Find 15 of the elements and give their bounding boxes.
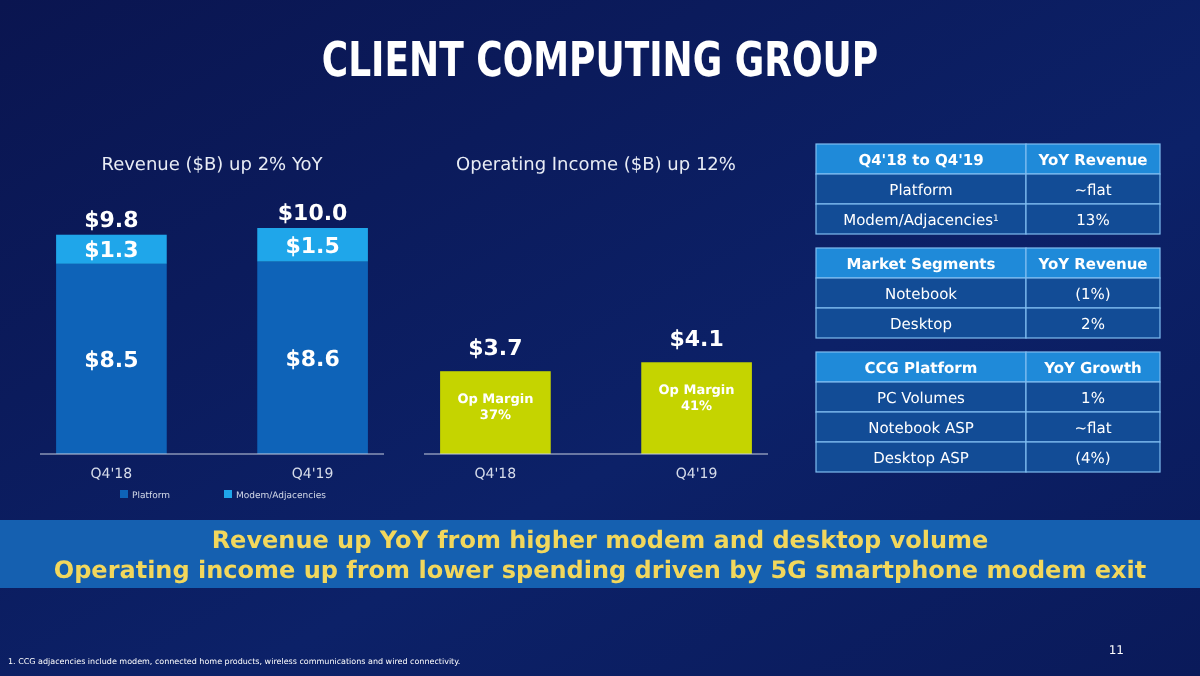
data-label: $4.1 <box>669 326 724 353</box>
bar <box>257 261 368 454</box>
chart-title: Revenue ($B) up 2% YoY <box>101 156 324 176</box>
text: Operating income up from lower spending driven by 5G smartphone modem exit <box>53 556 1147 584</box>
chart-title: Operating Income ($B) up 12% <box>456 156 737 176</box>
data-label: $8.6 <box>285 345 341 372</box>
total-label: $10.0 <box>277 200 349 226</box>
data-label: $1.3 <box>84 237 139 264</box>
data-label: $8.5 <box>84 346 139 373</box>
text: Revenue up YoY from higher modem and desktop volume <box>211 526 989 554</box>
data-label: $1.5 <box>285 232 340 259</box>
text: CLIENT COMPUTING GROUP <box>321 33 879 90</box>
data-label: $3.7 <box>468 335 523 362</box>
bar <box>56 263 167 454</box>
total-label: $9.8 <box>84 206 139 233</box>
